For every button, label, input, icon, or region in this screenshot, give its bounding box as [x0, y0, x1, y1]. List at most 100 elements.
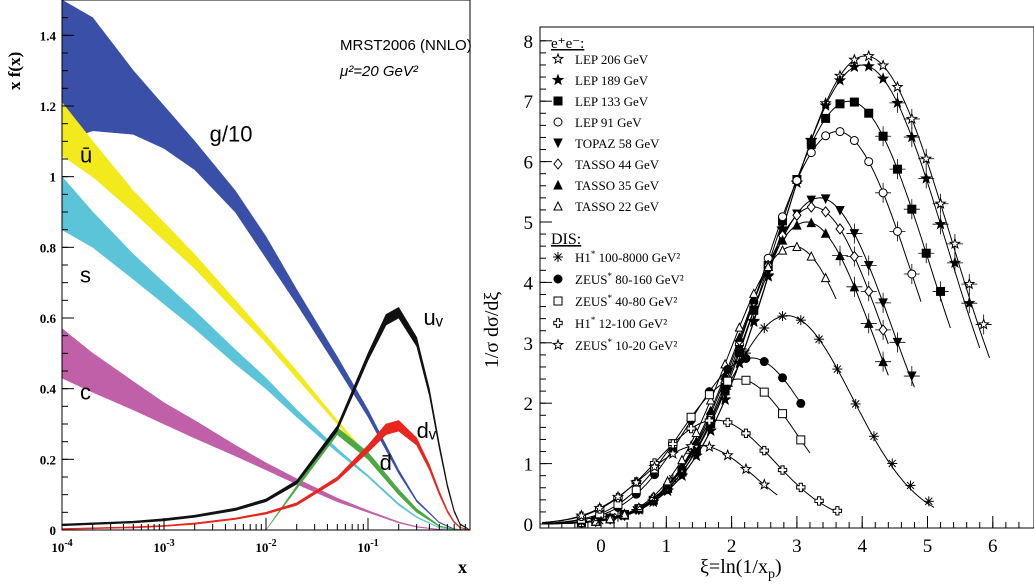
- frag-point-3: [778, 212, 788, 222]
- frag-point-1: [963, 296, 976, 309]
- frag-point-1: [819, 99, 832, 111]
- frag-point-1: [718, 393, 732, 405]
- frag-point-1: [876, 72, 890, 84]
- frag-point-7: [763, 261, 773, 272]
- frag-point-6: [677, 461, 687, 471]
- frag-x-tick-label: 0: [596, 536, 606, 557]
- frag-x-tick-label: 6: [988, 536, 998, 557]
- frag-x-tick-label: 4: [857, 536, 867, 557]
- frag-point-8: [905, 480, 916, 491]
- frag-point-6: [705, 405, 716, 416]
- frag-x-tick-label: 2: [727, 536, 737, 557]
- frag-legend-marker-12: [551, 338, 565, 351]
- frag-point-6: [748, 294, 759, 305]
- frag-y-tick-label: 6: [524, 153, 534, 174]
- frag-legend: e⁺e⁻:LEP 206 GeV LEP 189 GeV LEP 133 GeV LE…: [551, 36, 684, 353]
- frag-point-11: [832, 506, 843, 516]
- frag-point-0: [905, 112, 918, 125]
- frag-point-10: [704, 390, 714, 400]
- frag-legend-marker-8: [553, 252, 563, 262]
- frag-point-12: [648, 460, 661, 473]
- frag-point-8: [686, 448, 697, 459]
- frag-point-1: [891, 96, 904, 109]
- frag-point-9: [796, 398, 806, 408]
- frag-point-11: [668, 439, 678, 449]
- frag-point-8: [759, 323, 770, 334]
- pdf-series-labels: g/10 ū s c d̄ dᵥ uᵥ: [80, 121, 444, 475]
- frag-point-6: [734, 332, 745, 342]
- frag-point-7: [792, 241, 802, 252]
- frag-legend-marker-1: [551, 73, 565, 86]
- frag-point-10: [778, 409, 788, 419]
- frag-point-5: [835, 223, 845, 235]
- frag-point-1: [920, 172, 933, 184]
- frag-point-12: [721, 448, 734, 461]
- pdf-y-tick-label: 0.2: [40, 452, 56, 467]
- frag-point-4: [907, 371, 917, 382]
- frag-point-6: [806, 217, 817, 228]
- frag-legend-marker-0: [551, 52, 565, 65]
- frag-point-10: [741, 375, 751, 385]
- frag-point-11: [814, 496, 824, 506]
- frag-point-3: [806, 148, 816, 158]
- frag-point-3: [892, 226, 902, 236]
- frag-point-8: [612, 511, 623, 522]
- frag-point-12: [666, 447, 679, 459]
- frag-point-12: [685, 439, 698, 452]
- pdf-x-tick-label: 10-1: [357, 538, 378, 555]
- frag-point-11: [741, 428, 751, 439]
- pdf-scale-label: μ²=20 GeV²: [339, 63, 419, 80]
- frag-point-4: [820, 194, 831, 205]
- frag-point-4: [863, 260, 874, 271]
- frag-legend-marker-11: [553, 318, 563, 328]
- frag-point-6: [878, 356, 888, 367]
- frag-point-0: [891, 80, 904, 93]
- frag-legend-label-11: H1* 12-100 GeV²: [575, 315, 667, 331]
- frag-y-tick-label: 0: [524, 515, 534, 536]
- frag-legend-label-8: H1* 100-8000 GeV²: [575, 249, 680, 265]
- frag-y-tick-label: 8: [524, 32, 534, 53]
- frag-point-6: [835, 250, 845, 261]
- frag-point-4: [835, 206, 845, 216]
- pdf-series-label-3: c: [80, 379, 91, 404]
- frag-point-1: [905, 130, 918, 143]
- pdf-series-label-5: dᵥ: [417, 418, 437, 443]
- asterisk-stroke: [796, 316, 805, 325]
- frag-point-7: [777, 245, 788, 255]
- frag-legend-ee-header: e⁺e⁻:: [551, 36, 584, 52]
- frag-point-7: [677, 454, 687, 465]
- frag-legend-label-4: TOPAZ 58 GeV: [575, 136, 660, 151]
- frag-point-6: [849, 281, 860, 292]
- frag-x-tick-label: 1: [662, 536, 672, 557]
- frag-point-7: [691, 427, 702, 437]
- frag-point-3: [849, 136, 859, 146]
- frag-point-0: [862, 49, 875, 62]
- frag-fit-curve-4: [542, 197, 915, 525]
- pdf-x-axis-label: x: [458, 557, 467, 577]
- frag-point-1: [934, 217, 947, 230]
- frag-point-7: [806, 250, 817, 261]
- frag-point-7: [820, 272, 831, 283]
- frag-point-3: [878, 188, 888, 198]
- pdf-x-tick-label: 10-2: [255, 538, 276, 555]
- frag-point-12: [611, 490, 625, 503]
- frag-point-4: [849, 229, 860, 239]
- frag-point-4: [878, 298, 888, 309]
- frag-point-5: [878, 324, 888, 336]
- pdf-x-tick-label: 10-3: [153, 538, 174, 555]
- frag-legend-marker-9: [553, 274, 563, 284]
- frag-point-2: [907, 204, 917, 214]
- frag-point-8: [631, 504, 642, 515]
- frag-legend-label-3: LEP 91 GeV: [575, 115, 642, 130]
- frag-point-1: [848, 60, 861, 73]
- frag-point-0: [977, 317, 990, 330]
- frag-legend-marker-3: [553, 117, 563, 127]
- pdf-band-2: [61, 175, 471, 531]
- frag-point-7: [748, 288, 759, 298]
- frag-point-8: [667, 473, 678, 484]
- frag-y-tick-label: 7: [524, 92, 534, 113]
- frag-y-tick-label: 4: [524, 273, 534, 294]
- frag-point-0: [876, 59, 890, 71]
- frag-point-5: [849, 250, 860, 263]
